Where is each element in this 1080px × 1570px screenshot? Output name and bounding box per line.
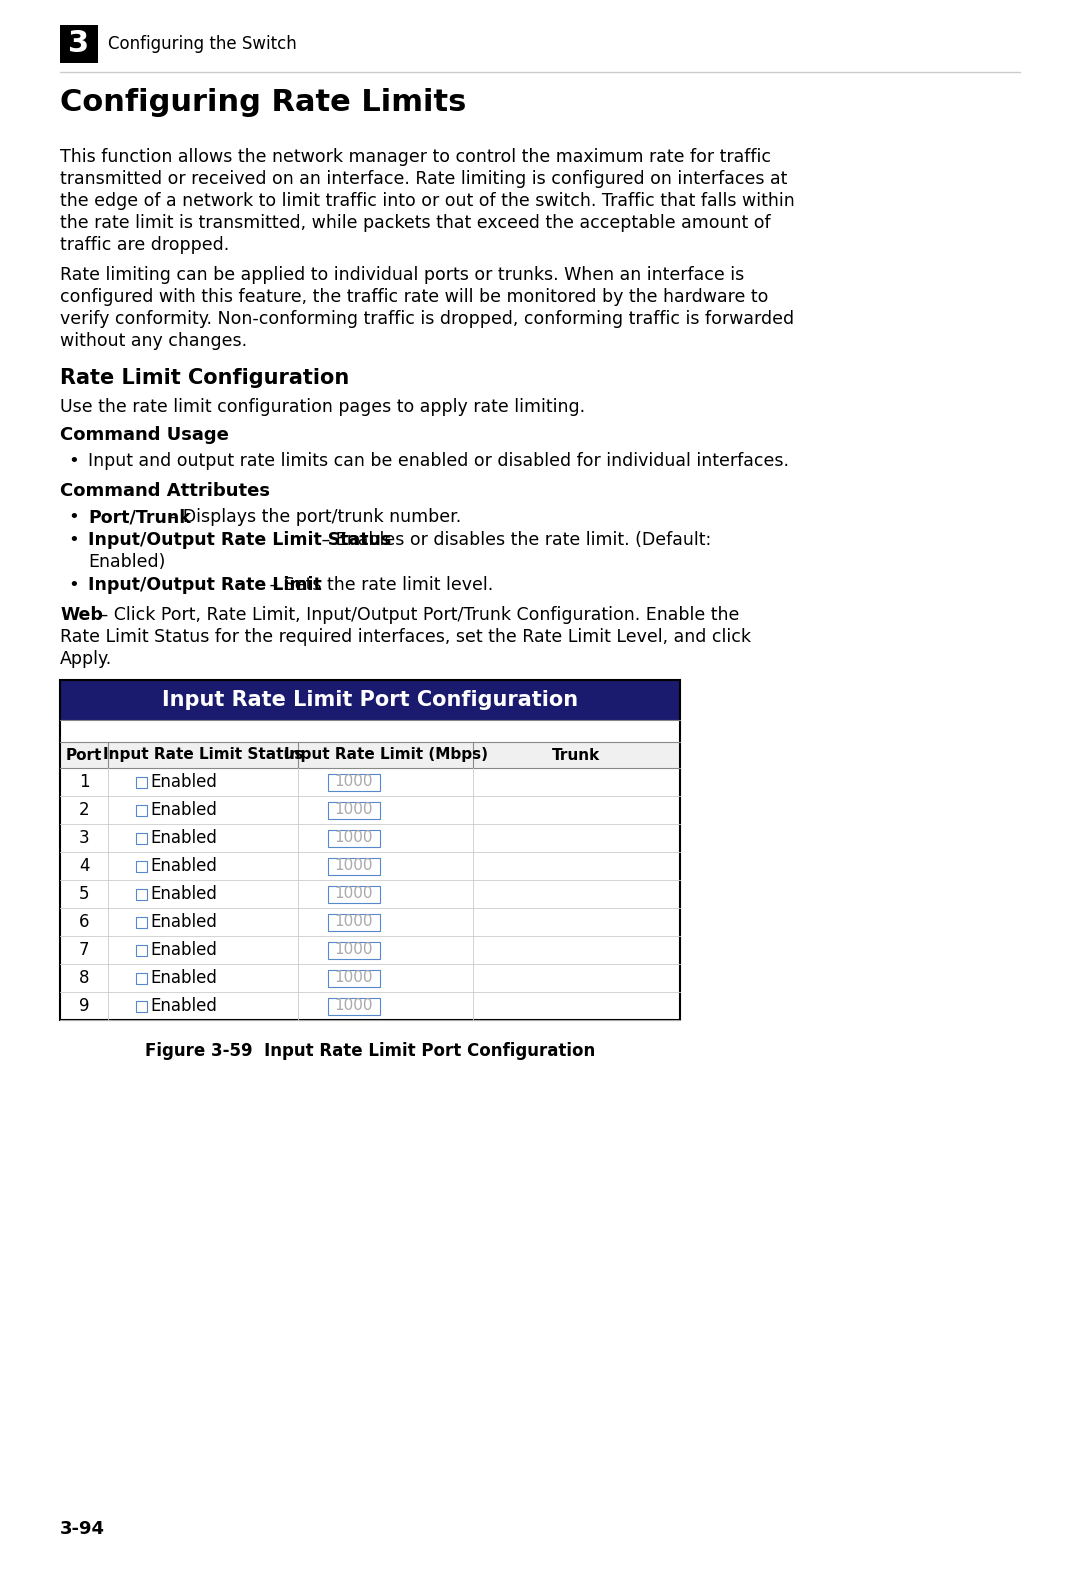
Text: Port/Trunk: Port/Trunk xyxy=(87,509,191,526)
Text: 1000: 1000 xyxy=(335,942,374,958)
Bar xyxy=(60,992,680,1020)
Text: Command Attributes: Command Attributes xyxy=(60,482,270,499)
Text: Rate limiting can be applied to individual ports or trunks. When an interface is: Rate limiting can be applied to individu… xyxy=(60,265,744,284)
Text: 1000: 1000 xyxy=(335,802,374,818)
Text: Input Rate Limit Port Configuration: Input Rate Limit Port Configuration xyxy=(162,689,578,710)
Text: Figure 3-59  Input Rate Limit Port Configuration: Figure 3-59 Input Rate Limit Port Config… xyxy=(145,1042,595,1060)
Text: Enabled: Enabled xyxy=(150,857,217,874)
Text: Input/Output Rate Limit Status: Input/Output Rate Limit Status xyxy=(87,531,391,550)
Text: Web: Web xyxy=(60,606,103,623)
Text: •: • xyxy=(68,531,79,550)
Bar xyxy=(136,860,147,871)
Text: – Displays the port/trunk number.: – Displays the port/trunk number. xyxy=(163,509,461,526)
Text: Input/Output Rate Limit: Input/Output Rate Limit xyxy=(87,576,322,593)
Text: transmitted or received on an interface. Rate limiting is configured on interfac: transmitted or received on an interface.… xyxy=(60,170,787,188)
Text: verify conformity. Non-conforming traffic is dropped, conforming traffic is forw: verify conformity. Non-conforming traffi… xyxy=(60,309,794,328)
Text: •: • xyxy=(68,509,79,526)
Bar xyxy=(60,936,680,964)
Text: 3-94: 3-94 xyxy=(60,1520,105,1539)
Text: Rate Limit Status for the required interfaces, set the Rate Limit Level, and cli: Rate Limit Status for the required inter… xyxy=(60,628,751,645)
Bar xyxy=(328,774,380,791)
Bar xyxy=(328,914,380,931)
Bar xyxy=(136,804,147,815)
Text: Input Rate Limit (Mbps): Input Rate Limit (Mbps) xyxy=(283,747,487,763)
Bar xyxy=(328,942,380,959)
Text: Trunk: Trunk xyxy=(552,747,600,763)
Bar xyxy=(328,970,380,986)
Bar xyxy=(328,857,380,874)
Bar xyxy=(136,777,147,788)
Bar xyxy=(60,796,680,824)
Text: configured with this feature, the traffic rate will be monitored by the hardware: configured with this feature, the traffi… xyxy=(60,287,768,306)
Text: Enabled): Enabled) xyxy=(87,553,165,571)
Text: Configuring the Switch: Configuring the Switch xyxy=(108,35,297,53)
Text: •: • xyxy=(68,452,79,469)
Text: – Enables or disables the rate limit. (Default:: – Enables or disables the rate limit. (D… xyxy=(316,531,712,550)
Text: Enabled: Enabled xyxy=(150,829,217,846)
Text: Enabled: Enabled xyxy=(150,997,217,1014)
Text: 6: 6 xyxy=(79,914,90,931)
Text: Enabled: Enabled xyxy=(150,914,217,931)
Text: the rate limit is transmitted, while packets that exceed the acceptable amount o: the rate limit is transmitted, while pac… xyxy=(60,214,771,232)
Bar xyxy=(60,680,680,1020)
Text: 3: 3 xyxy=(68,30,90,58)
Text: 1000: 1000 xyxy=(335,914,374,929)
Bar xyxy=(60,768,680,796)
Text: Apply.: Apply. xyxy=(60,650,112,667)
Text: 8: 8 xyxy=(79,969,90,988)
Text: •: • xyxy=(68,576,79,593)
Text: 1000: 1000 xyxy=(335,999,374,1014)
Text: 9: 9 xyxy=(79,997,90,1014)
Text: Input and output rate limits can be enabled or disabled for individual interface: Input and output rate limits can be enab… xyxy=(87,452,789,469)
Bar xyxy=(328,829,380,846)
Text: 3: 3 xyxy=(79,829,90,846)
Text: 7: 7 xyxy=(79,940,90,959)
Text: Enabled: Enabled xyxy=(150,801,217,820)
Bar xyxy=(60,680,680,721)
Bar xyxy=(60,853,680,881)
Text: Command Usage: Command Usage xyxy=(60,425,229,444)
Text: 1: 1 xyxy=(79,772,90,791)
Bar xyxy=(60,824,680,853)
Bar xyxy=(60,881,680,907)
Text: traffic are dropped.: traffic are dropped. xyxy=(60,236,229,254)
Text: Enabled: Enabled xyxy=(150,940,217,959)
Text: 2: 2 xyxy=(79,801,90,820)
Bar xyxy=(60,25,98,63)
Text: 5: 5 xyxy=(79,885,90,903)
Bar xyxy=(328,997,380,1014)
Bar xyxy=(136,945,147,956)
Bar xyxy=(136,917,147,928)
Text: 1000: 1000 xyxy=(335,859,374,873)
Bar xyxy=(328,885,380,903)
Text: – Sets the rate limit level.: – Sets the rate limit level. xyxy=(264,576,494,593)
Text: This function allows the network manager to control the maximum rate for traffic: This function allows the network manager… xyxy=(60,148,771,166)
Text: Use the rate limit configuration pages to apply rate limiting.: Use the rate limit configuration pages t… xyxy=(60,399,585,416)
Bar xyxy=(136,972,147,983)
Text: Rate Limit Configuration: Rate Limit Configuration xyxy=(60,367,349,388)
Text: 1000: 1000 xyxy=(335,831,374,846)
Text: Input Rate Limit Status: Input Rate Limit Status xyxy=(103,747,303,763)
Text: without any changes.: without any changes. xyxy=(60,331,247,350)
Text: 1000: 1000 xyxy=(335,774,374,790)
Text: Enabled: Enabled xyxy=(150,772,217,791)
Text: – Click Port, Rate Limit, Input/Output Port/Trunk Configuration. Enable the: – Click Port, Rate Limit, Input/Output P… xyxy=(94,606,740,623)
Bar xyxy=(136,889,147,900)
Text: Enabled: Enabled xyxy=(150,885,217,903)
Bar xyxy=(136,1000,147,1011)
Bar xyxy=(60,964,680,992)
Text: Enabled: Enabled xyxy=(150,969,217,988)
Text: 4: 4 xyxy=(79,857,90,874)
Bar xyxy=(60,907,680,936)
Bar xyxy=(60,743,680,768)
Bar xyxy=(136,832,147,843)
Text: Configuring Rate Limits: Configuring Rate Limits xyxy=(60,88,467,118)
Text: 1000: 1000 xyxy=(335,970,374,986)
Text: Port: Port xyxy=(66,747,103,763)
Text: the edge of a network to limit traffic into or out of the switch. Traffic that f: the edge of a network to limit traffic i… xyxy=(60,192,795,210)
Text: 1000: 1000 xyxy=(335,887,374,901)
Bar xyxy=(328,802,380,818)
